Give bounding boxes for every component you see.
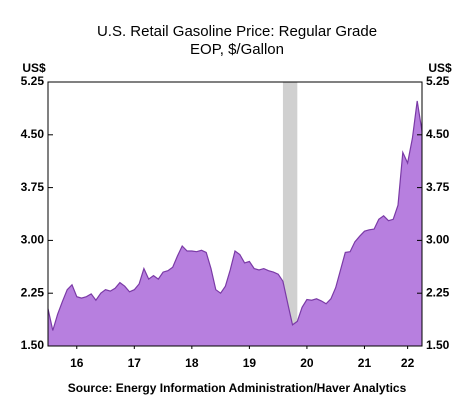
y-tick-label-right: 1.50: [426, 338, 450, 352]
x-tick-label: 20: [300, 356, 314, 370]
source-note: Source: Energy Information Administratio…: [68, 381, 407, 395]
y-unit-right: US$: [428, 61, 452, 75]
x-tick-label: 17: [128, 356, 142, 370]
y-tick-label-right: 5.25: [426, 74, 450, 88]
y-tick-label-right: 2.25: [426, 285, 450, 299]
y-tick-label-right: 3.00: [426, 233, 450, 247]
area-line: [47, 100, 423, 331]
area-fill: [48, 101, 422, 346]
y-tick-label: 3.75: [21, 180, 45, 194]
y-tick-label: 2.25: [21, 285, 45, 299]
y-tick-label-right: 3.75: [426, 180, 450, 194]
y-tick-label: 5.25: [21, 74, 45, 88]
x-tick-label: 21: [358, 356, 372, 370]
y-tick-label-right: 4.50: [426, 127, 450, 141]
y-tick-label: 1.50: [21, 338, 45, 352]
recession-band: [282, 82, 298, 346]
x-tick-label: 22: [401, 356, 415, 370]
y-unit-left: US$: [22, 61, 46, 75]
x-tick-label: 16: [70, 356, 84, 370]
chart-title: U.S. Retail Gasoline Price: Regular Grad…: [97, 23, 377, 40]
x-tick-label: 19: [243, 356, 257, 370]
y-tick-label: 3.00: [21, 233, 45, 247]
plot-frame: [47, 81, 423, 347]
x-tick-label: 18: [185, 356, 199, 370]
chart-subtitle: EOP, $/Gallon: [190, 41, 284, 58]
y-tick-label: 4.50: [21, 127, 45, 141]
